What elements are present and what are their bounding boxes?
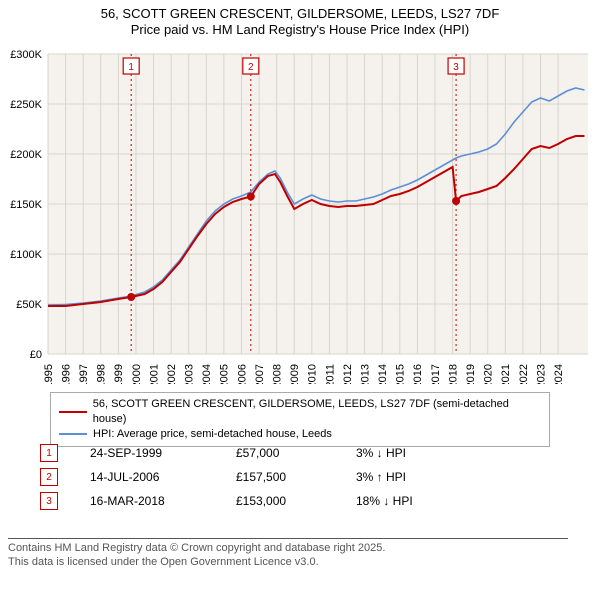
x-tick-label: 1995 [43,364,55,384]
legend-label: 56, SCOTT GREEN CRESCENT, GILDERSOME, LE… [93,397,541,427]
x-tick-label: 2001 [148,364,160,384]
transaction-diff-vs-hpi: 18% ↓ HPI [356,494,413,508]
x-tick-label: 2002 [166,364,178,384]
transaction-diff-vs-hpi: 3% ↓ HPI [356,446,406,460]
sale-marker-number: 3 [453,62,459,73]
sale-point-dot [452,197,460,205]
x-tick-label: 2017 [430,364,442,384]
legend-swatch [59,411,87,413]
x-tick-label: 2005 [219,364,231,384]
footer-line-1: Contains HM Land Registry data © Crown c… [8,542,568,556]
x-tick-label: 2019 [465,364,477,384]
x-tick-label: 2020 [483,364,495,384]
chart-subtitle: Price paid vs. HM Land Registry's House … [0,22,600,41]
x-tick-label: 2024 [553,364,565,384]
transactions-table: 1 24-SEP-1999£57,0003% ↓ HPI 2 14-JUL-2006£… [40,438,560,516]
y-tick-label: £0 [30,349,42,361]
footer: Contains HM Land Registry data © Crown c… [8,538,568,570]
transaction-marker-badge: 3 [40,492,58,510]
x-tick-label: 1998 [96,364,108,384]
y-tick-label: £150K [10,199,42,211]
transaction-date: 24-SEP-1999 [90,446,236,460]
legend-swatch [59,433,87,435]
transaction-row: 3 16-MAR-2018£153,00018% ↓ HPI [40,492,560,510]
x-tick-label: 1999 [113,364,125,384]
transaction-date: 14-JUL-2006 [90,470,236,484]
x-tick-label: 1996 [60,364,72,384]
legend-item-price-paid: 56, SCOTT GREEN CRESCENT, GILDERSOME, LE… [59,397,541,427]
sale-point-dot [127,293,135,301]
sale-point-dot [247,193,255,201]
transaction-marker-badge: 1 [40,444,58,462]
y-tick-label: £100K [10,249,42,261]
x-tick-label: 2000 [131,364,143,384]
x-tick-label: 2012 [342,364,354,384]
transaction-price: £157,500 [236,470,356,484]
x-tick-label: 2011 [324,364,336,384]
x-tick-label: 2015 [395,364,407,384]
y-tick-label: £200K [10,149,42,161]
sale-marker-number: 2 [248,62,254,73]
transaction-row: 1 24-SEP-1999£57,0003% ↓ HPI [40,444,560,462]
x-tick-label: 2014 [377,364,389,384]
x-tick-label: 2021 [500,364,512,384]
x-tick-label: 2022 [518,364,530,384]
x-tick-label: 2013 [359,364,371,384]
x-tick-label: 2009 [289,364,301,384]
x-tick-label: 2008 [272,364,284,384]
x-tick-label: 2016 [412,364,424,384]
x-tick-label: 2006 [236,364,248,384]
x-tick-label: 2023 [535,364,547,384]
transaction-date: 16-MAR-2018 [90,494,236,508]
chart-title: 56, SCOTT GREEN CRESCENT, GILDERSOME, LE… [0,0,600,22]
transaction-diff-vs-hpi: 3% ↑ HPI [356,470,406,484]
transaction-price: £57,000 [236,446,356,460]
footer-line-2: This data is licensed under the Open Gov… [8,556,568,570]
x-tick-label: 1997 [78,364,90,384]
x-tick-label: 2007 [254,364,266,384]
transaction-row: 2 14-JUL-2006£157,5003% ↑ HPI [40,468,560,486]
x-tick-label: 2003 [184,364,196,384]
x-tick-label: 2018 [447,364,459,384]
chart: £0 £50K £100K £150K £200K £250K £300K 1995 1996 1… [0,44,600,384]
x-tick-label: 2010 [307,364,319,384]
transaction-marker-badge: 2 [40,468,58,486]
x-tick-label: 2004 [201,364,213,384]
y-tick-label: £300K [10,49,42,61]
y-tick-label: £50K [16,299,42,311]
sale-marker-number: 1 [128,62,134,73]
y-tick-label: £250K [10,99,42,111]
transaction-price: £153,000 [236,494,356,508]
